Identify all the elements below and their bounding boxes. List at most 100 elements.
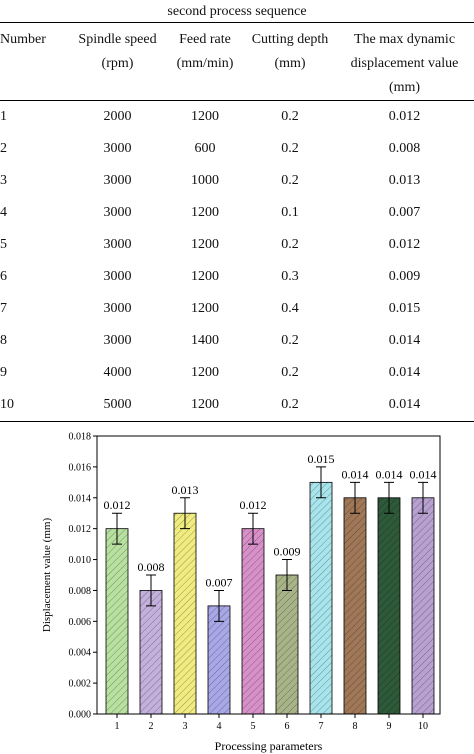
x-tick-label: 4 (217, 721, 222, 732)
error-bar (282, 559, 292, 591)
x-tick-label: 3 (183, 721, 188, 732)
table-body: 1 2000 1200 0.2 0.012 2 3000 600 0.2 0.008 3 3000 10… (0, 101, 474, 422)
table-cell: 0.009 (388, 269, 421, 284)
table-row: 9 4000 1200 0.2 0.014 (0, 357, 474, 389)
table-cell: 1200 (191, 365, 219, 380)
value-label: 0.014 (410, 467, 437, 481)
value-label: 0.007 (206, 575, 233, 589)
header-row: Number Spindle speed (rpm) Feed rate (mm/m… (0, 22, 474, 101)
y-tick-label: 0.012 (69, 524, 92, 535)
table-row: 5 3000 1200 0.2 0.012 (0, 229, 474, 261)
table-row: 2 3000 600 0.2 0.008 (0, 133, 474, 165)
table-row: 1 2000 1200 0.2 0.012 (0, 101, 474, 134)
table-row: 3 3000 1000 0.2 0.013 (0, 165, 474, 197)
table-cell: 0.013 (388, 173, 421, 188)
error-bar (248, 512, 258, 545)
error-bar (418, 481, 428, 514)
table-caption: second process sequence (0, 0, 474, 23)
bar-hatch (242, 528, 264, 714)
table-cell: 5000 (70, 389, 165, 422)
table-cell: 2 (0, 141, 7, 156)
table-cell: 9 (0, 365, 7, 380)
bar-hatch (106, 528, 128, 714)
table-cell: 0.007 (388, 205, 421, 220)
table-cell: 0.2 (281, 109, 299, 124)
x-tick-label: 10 (418, 721, 428, 732)
table-cell: 0.2 (281, 141, 299, 156)
header-cell: Cutting depth (mm) (245, 22, 335, 101)
table-cell: 0.2 (281, 333, 299, 348)
table-cell: 0.014 (388, 365, 421, 380)
header-cell: Number (0, 22, 70, 101)
error-bar (180, 497, 190, 530)
header-cell: Spindle speed (rpm) (70, 22, 165, 101)
table-cell: 3000 (103, 333, 132, 348)
table-cell: 1200 (165, 389, 245, 422)
table-cell: 5 (0, 237, 7, 252)
bar-hatch (344, 497, 366, 714)
x-tick-label: 8 (353, 721, 358, 732)
table-cell: 0.015 (388, 301, 421, 316)
bar-hatch (378, 497, 400, 714)
bar-hatch (208, 605, 230, 714)
bar-hatch (412, 497, 434, 714)
table-cell: 600 (194, 141, 216, 156)
table-cell: 4 (0, 205, 7, 220)
value-label: 0.015 (308, 452, 335, 466)
table-cell: 0.3 (281, 269, 299, 284)
table-cell: 0.014 (388, 333, 421, 348)
table-cell: 0.2 (281, 237, 299, 252)
y-tick-label: 0.002 (69, 679, 92, 690)
table-cell: 7 (0, 301, 7, 316)
table-cell: 10 (0, 389, 70, 422)
y-tick-label: 0.010 (69, 555, 92, 566)
error-bar (112, 512, 122, 545)
x-tick-label: 2 (149, 721, 154, 732)
table-cell: 0.1 (281, 205, 299, 220)
y-tick-label: 0.004 (69, 648, 92, 659)
table-cell: 0.2 (281, 365, 299, 380)
table-cell: 1200 (191, 269, 219, 284)
y-tick-label: 0.006 (69, 617, 92, 628)
table-cell: 0.014 (335, 389, 474, 422)
data-table: Number Spindle speed (rpm) Feed rate (mm/m… (0, 22, 474, 422)
y-tick-label: 0.018 (69, 432, 92, 443)
chart: 0.000 0.002 0.004 0.006 0.008 0.010 0.012 0.014… (41, 432, 441, 753)
table-row: 4 3000 1200 0.1 0.007 (0, 197, 474, 229)
error-bar (384, 481, 394, 514)
table-cell: 1200 (191, 205, 219, 220)
x-axis-title: Processing parameters (215, 739, 323, 753)
bar-hatch (140, 590, 162, 714)
table-cell: 3000 (103, 301, 132, 316)
error-bar (316, 466, 326, 499)
value-label: 0.009 (274, 545, 301, 559)
y-tick-label: 0.008 (69, 586, 92, 597)
table-cell: 3 (0, 173, 7, 188)
table-cell: 1200 (191, 109, 219, 124)
table-row: 7 3000 1200 0.4 0.015 (0, 293, 474, 325)
value-label: 0.014 (376, 467, 403, 481)
error-bar (146, 574, 156, 607)
x-tick-label: 7 (319, 721, 324, 732)
bar-hatch (310, 482, 332, 714)
header-cell: Feed rate (mm/min) (165, 22, 245, 101)
table-cell: 3000 (103, 173, 132, 188)
table-cell: 1 (0, 109, 7, 124)
table-cell: 3000 (103, 237, 132, 252)
table-cell: 0.4 (281, 301, 299, 316)
table-cell: 0.012 (388, 237, 421, 252)
value-label: 0.014 (342, 467, 369, 481)
table-cell: 0.012 (388, 109, 421, 124)
table-cell: 3000 (103, 141, 132, 156)
value-label: 0.008 (138, 560, 165, 574)
table-cell: 3000 (103, 205, 132, 220)
x-tick-label: 5 (251, 721, 256, 732)
y-tick-label: 0.000 (69, 710, 92, 721)
table-cell: 0.2 (281, 173, 299, 188)
x-tick-label: 1 (115, 721, 120, 732)
y-tick-label: 0.016 (69, 462, 92, 473)
table-cell: 6 (0, 269, 7, 284)
value-label: 0.012 (240, 498, 267, 512)
x-tick-label: 9 (387, 721, 392, 732)
